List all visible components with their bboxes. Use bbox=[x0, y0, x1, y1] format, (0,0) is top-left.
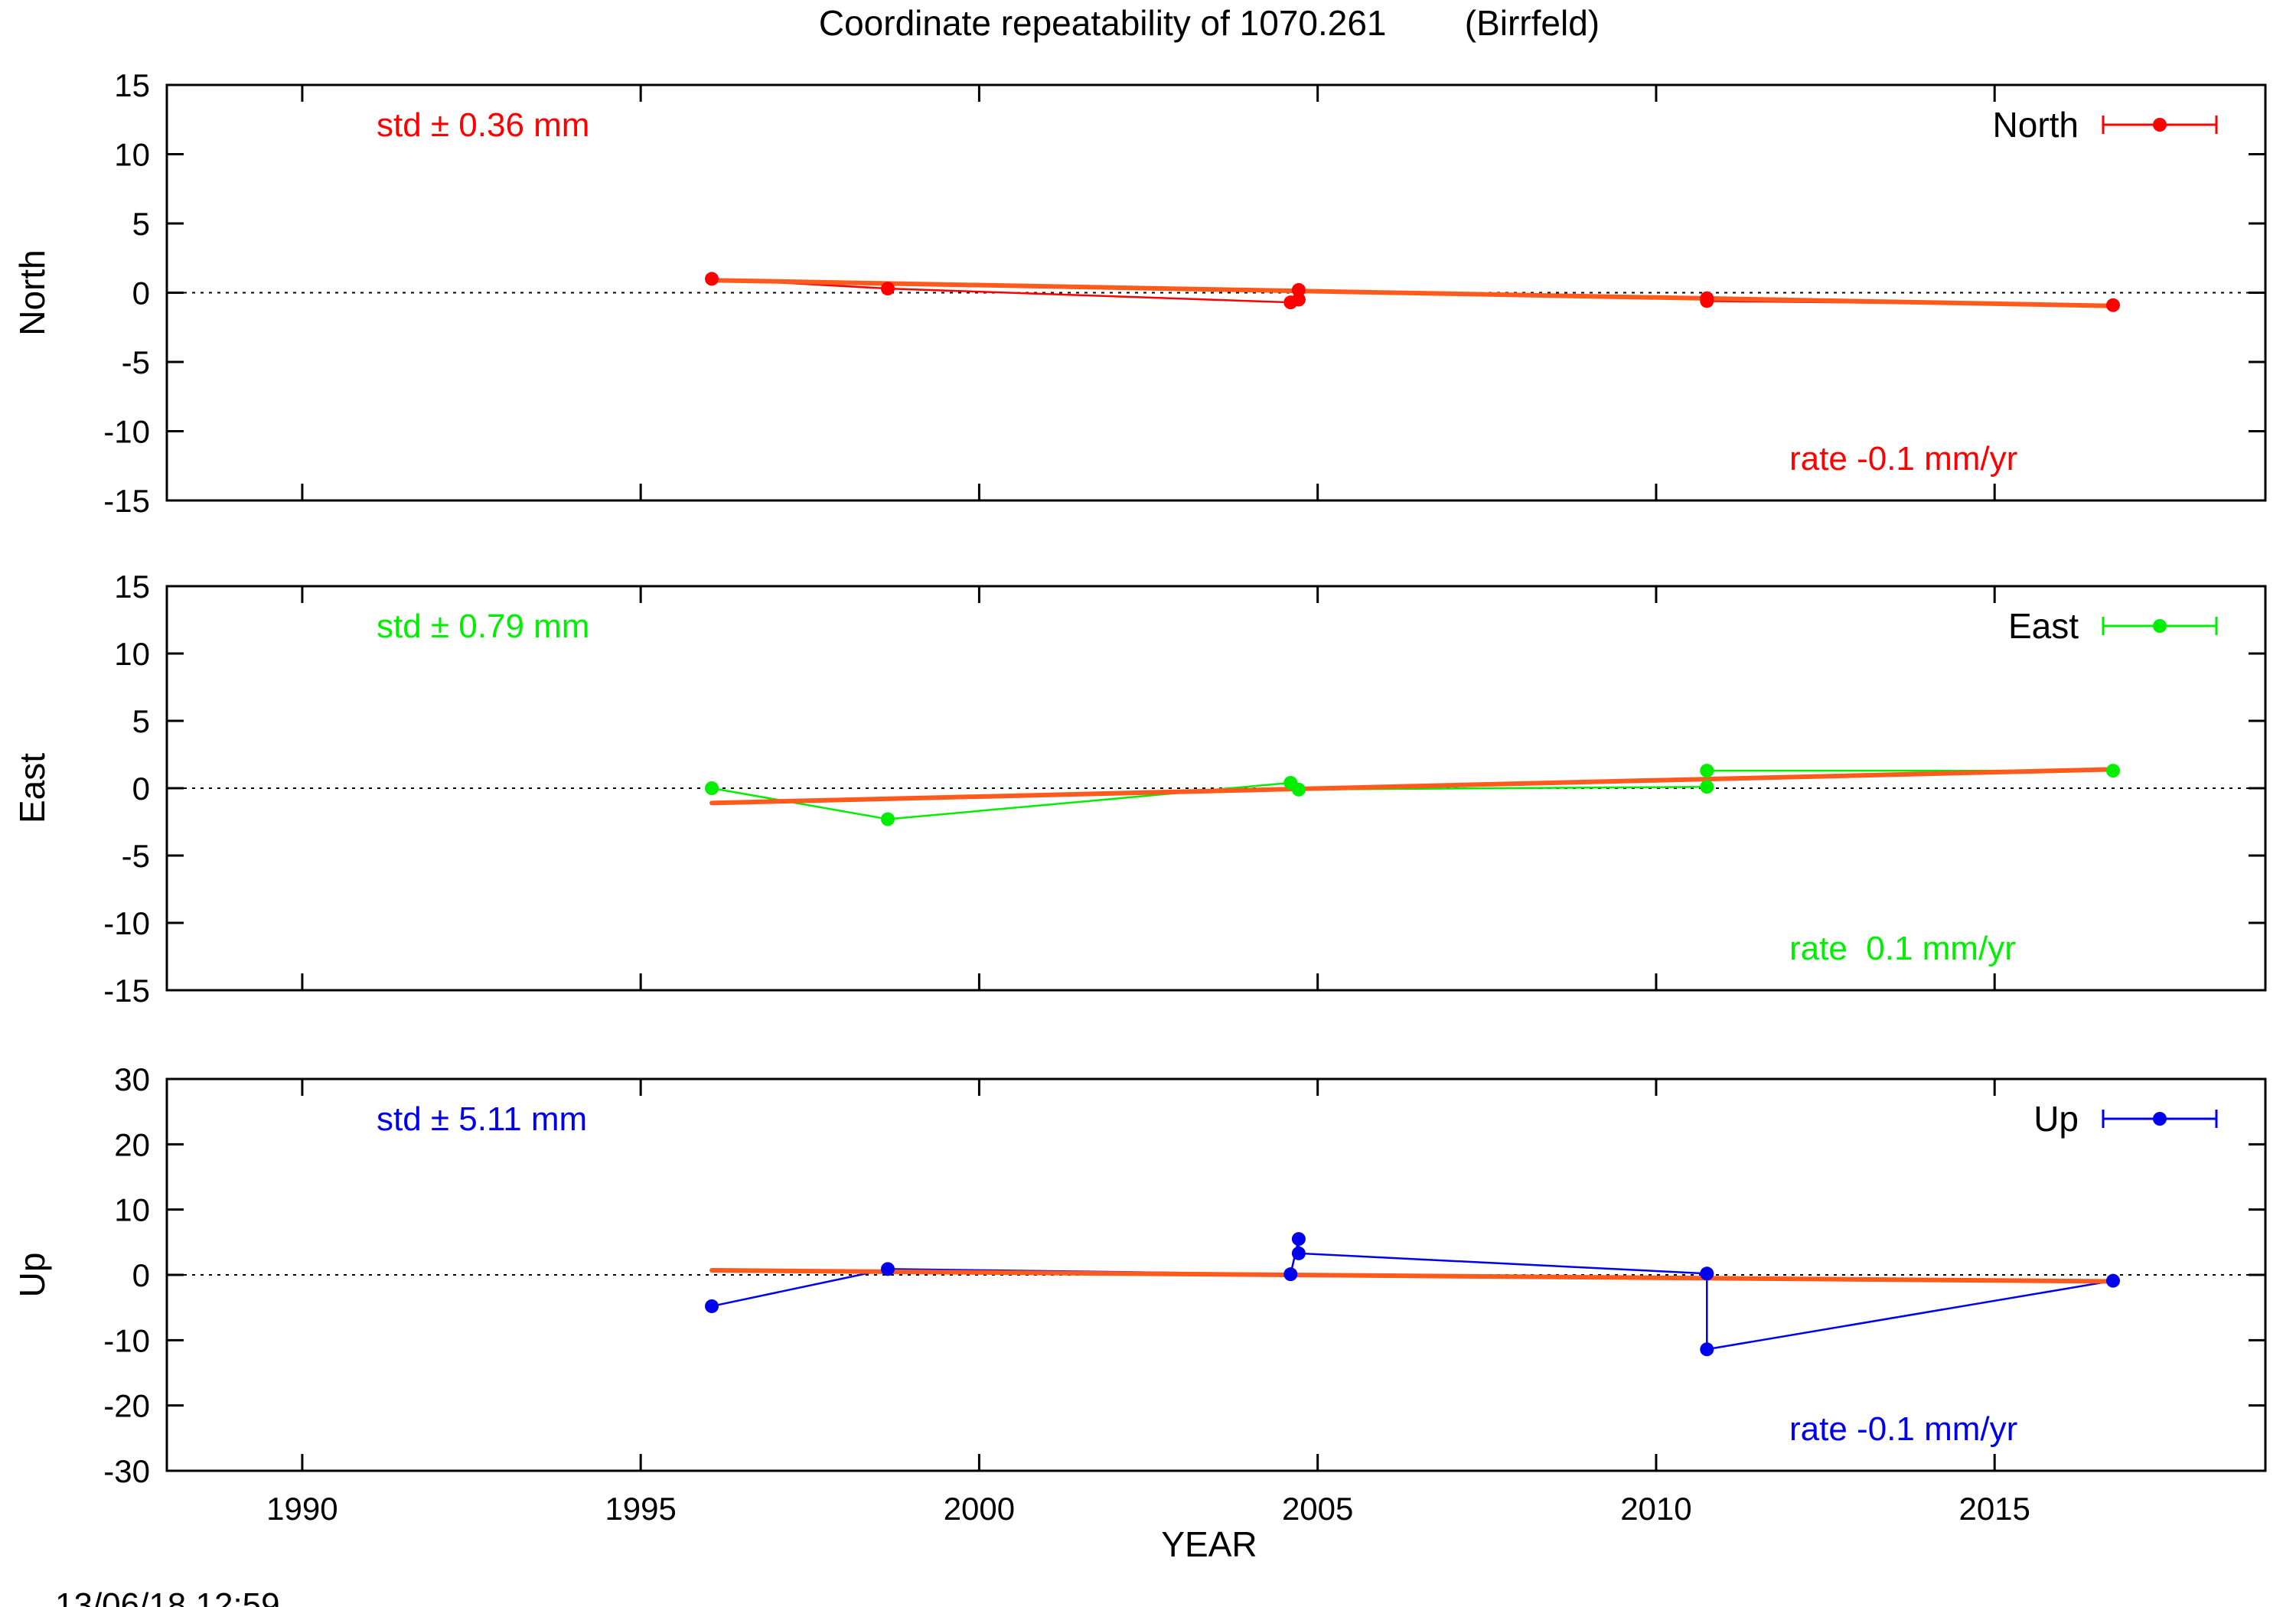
legend-marker bbox=[2153, 1112, 2167, 1126]
x-tick-label: 1990 bbox=[266, 1491, 338, 1527]
y-tick-label: 0 bbox=[132, 1257, 150, 1293]
y-tick-label: -5 bbox=[122, 344, 150, 380]
legend-label: North bbox=[1993, 105, 2079, 145]
series-line bbox=[711, 1238, 2114, 1351]
data-point bbox=[1291, 292, 1306, 307]
timestamp: 13/06/18 12:59 bbox=[55, 1586, 280, 1607]
std-label: std ± 0.36 mm bbox=[377, 106, 589, 144]
data-point bbox=[2105, 298, 2120, 312]
data-point bbox=[705, 1299, 719, 1313]
rate-label: rate 0.1 mm/yr bbox=[1789, 930, 2016, 967]
y-tick-label: 10 bbox=[114, 137, 150, 173]
y-tick-label: -10 bbox=[103, 414, 150, 450]
y-tick-label: 10 bbox=[114, 636, 150, 672]
legend-label: East bbox=[2008, 606, 2079, 646]
y-tick-label: 15 bbox=[114, 569, 150, 605]
panel-east: 15 10 5 0 -5 -10 -15 East std ± 0.79 mm rate 0.1 … bbox=[12, 569, 2267, 1009]
data-point bbox=[1291, 782, 1306, 797]
y-tick-label: 30 bbox=[114, 1061, 150, 1097]
legend-marker bbox=[2153, 619, 2167, 633]
trend-line bbox=[709, 278, 2115, 308]
y-tick-label: 0 bbox=[132, 275, 150, 311]
data-point bbox=[1291, 1232, 1306, 1247]
y-tick-label: 15 bbox=[114, 67, 150, 103]
y-tick-label: 20 bbox=[114, 1126, 150, 1162]
y-tick-label: -5 bbox=[122, 838, 150, 874]
trend-line bbox=[709, 767, 2115, 806]
rate-label: rate -0.1 mm/yr bbox=[1789, 1410, 2017, 1448]
y-tick-label: -10 bbox=[103, 905, 150, 941]
y-tick-label: -10 bbox=[103, 1322, 150, 1358]
trend-line bbox=[709, 1268, 2115, 1284]
x-tick-label: 2015 bbox=[1958, 1491, 2030, 1527]
y-tick-label: -30 bbox=[103, 1453, 150, 1489]
std-label: std ± 5.11 mm bbox=[377, 1100, 587, 1138]
plot-frame bbox=[165, 83, 2267, 502]
data-point bbox=[2105, 764, 2120, 778]
data-point bbox=[1291, 282, 1306, 297]
y-tick-label: -15 bbox=[103, 973, 150, 1009]
panel-north: 15 10 5 0 -5 -10 -15 North std ± 0.36 mm rate -0.… bbox=[12, 67, 2267, 519]
y-tick-label: 10 bbox=[114, 1192, 150, 1228]
data-point bbox=[705, 272, 719, 286]
y-tick-label: 0 bbox=[132, 771, 150, 807]
data-point bbox=[881, 1262, 895, 1276]
x-tick-label: 2000 bbox=[944, 1491, 1015, 1527]
x-tick-label: 2005 bbox=[1282, 1491, 1353, 1527]
std-label: std ± 0.79 mm bbox=[377, 608, 589, 645]
data-point bbox=[705, 781, 719, 795]
data-point bbox=[881, 282, 895, 296]
figure-title: Coordinate repeatability of 1070.261 (Bi… bbox=[819, 3, 1600, 43]
y-axis-label: Up bbox=[12, 1253, 52, 1298]
legend-label: Up bbox=[2033, 1099, 2079, 1139]
data-point bbox=[881, 812, 895, 826]
data-point bbox=[1700, 294, 1714, 308]
data-point bbox=[1283, 1267, 1298, 1282]
series-line bbox=[711, 769, 2113, 820]
legend-marker bbox=[2153, 118, 2167, 132]
chart-panels: 15 10 5 0 -5 -10 -15 North std ± 0.36 mm rate -0.… bbox=[12, 67, 2267, 1527]
y-tick-label: 5 bbox=[132, 703, 150, 739]
rate-label: rate -0.1 mm/yr bbox=[1789, 440, 2017, 478]
y-axis-label: North bbox=[12, 249, 52, 335]
x-axis-label: YEAR bbox=[1161, 1524, 1257, 1564]
y-tick-label: -20 bbox=[103, 1388, 150, 1424]
data-point bbox=[1700, 780, 1714, 794]
y-tick-label: 5 bbox=[132, 206, 150, 242]
y-axis-label: East bbox=[12, 753, 52, 823]
data-point bbox=[1700, 764, 1714, 778]
data-point bbox=[1700, 1266, 1714, 1281]
data-point bbox=[1291, 1246, 1306, 1260]
data-point bbox=[2105, 1273, 2120, 1288]
y-tick-label: -15 bbox=[103, 483, 150, 519]
x-tick-label: 2010 bbox=[1620, 1491, 1691, 1527]
x-tick-label: 1995 bbox=[605, 1491, 676, 1527]
data-point bbox=[1700, 1342, 1714, 1357]
